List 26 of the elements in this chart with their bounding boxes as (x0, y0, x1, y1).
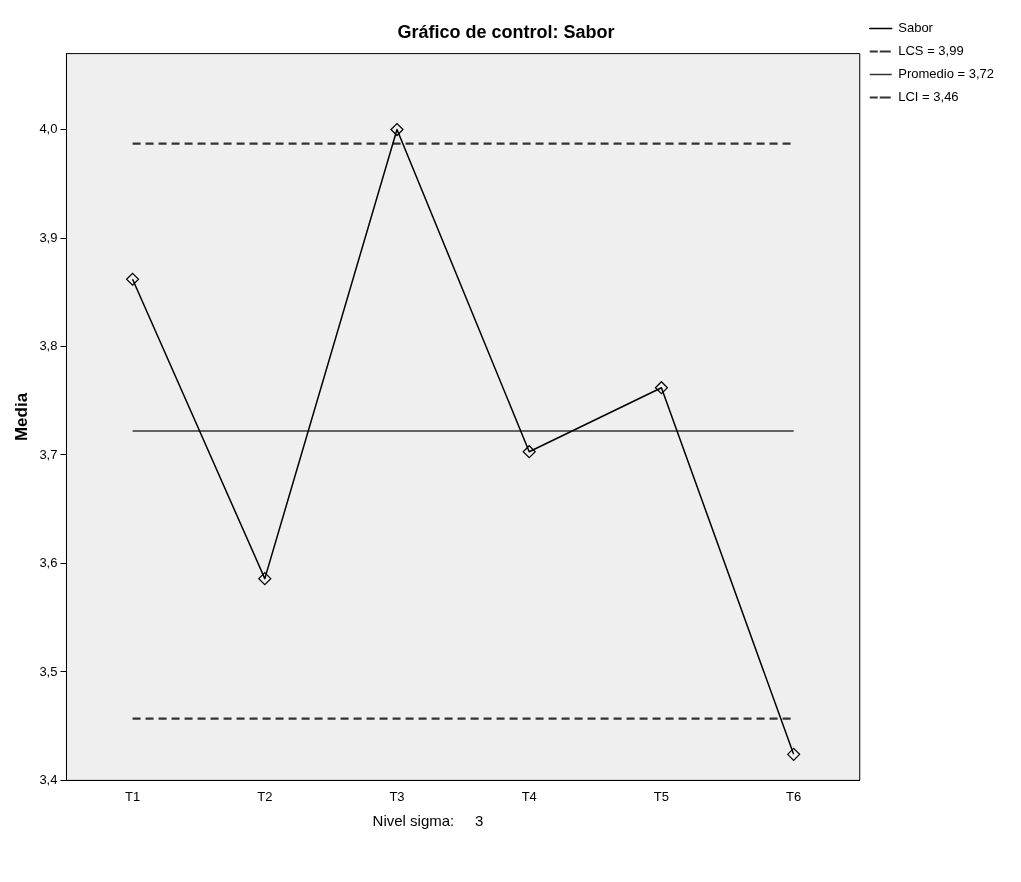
point (522, 445, 536, 459)
y-tick-label: 3,5 (39, 663, 58, 679)
x-tick-label: T1 (124, 788, 141, 804)
x-tick-label: T6 (786, 788, 802, 804)
legend-label: LCI = 3,46 (898, 89, 959, 105)
legend-label: LCS = 3,99 (898, 43, 964, 59)
chart-title: Gráfico de control: Sabor (397, 21, 615, 42)
x-tick-label: T2 (257, 788, 273, 804)
point (125, 272, 140, 286)
y-tick-label: 3,6 (39, 555, 58, 571)
legend-label: Promedio = 3,72 (898, 66, 995, 82)
y-tick-label: 4,0 (39, 121, 58, 137)
text: Nivel sigma: 3 (371, 812, 485, 829)
legend-label: Sabor (898, 20, 934, 36)
point (390, 122, 404, 137)
point (787, 747, 801, 761)
point (258, 572, 272, 586)
y-tick-label: 3,7 (39, 446, 58, 462)
x-tick-label: T5 (653, 788, 670, 804)
y-tick-label: 3,8 (39, 338, 58, 354)
y-tick-label: 3,9 (39, 229, 58, 245)
x-tick-label: T3 (389, 788, 405, 804)
point (654, 381, 669, 395)
y-tick-label: 3,4 (39, 771, 58, 787)
y-axis-title: Media (11, 392, 31, 442)
x-tick-label: T4 (521, 788, 537, 804)
